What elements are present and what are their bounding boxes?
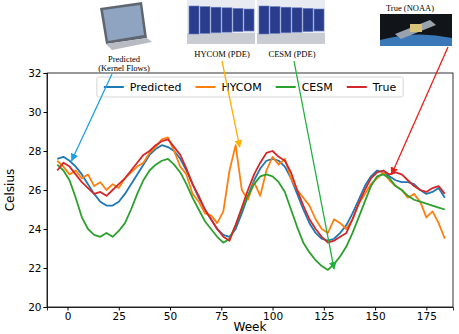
x-tick: 175 xyxy=(417,307,437,322)
rack xyxy=(211,7,221,33)
floor xyxy=(257,33,325,44)
y-tick-label: 22 xyxy=(28,262,41,274)
annotation-arrow xyxy=(294,61,334,269)
rack xyxy=(233,8,243,31)
hycom-icon xyxy=(187,0,255,44)
y-tick-mark xyxy=(44,190,48,191)
y-axis-line xyxy=(44,74,48,308)
laptop-base xyxy=(106,38,152,50)
icons xyxy=(100,0,452,50)
rack xyxy=(259,6,269,34)
x-tick-label: 0 xyxy=(65,310,72,322)
y-tick-mark xyxy=(44,112,48,113)
annotation-label: CESM (PDE) xyxy=(269,49,316,59)
y-tick-mark xyxy=(44,307,48,308)
y-tick-label: 32 xyxy=(28,67,41,79)
annotation-arrow xyxy=(72,74,112,161)
laptop-lid xyxy=(100,2,147,44)
plot-area xyxy=(57,137,445,270)
legend-swatch xyxy=(347,86,367,88)
room xyxy=(257,0,325,44)
y-tick: 30 xyxy=(28,106,47,118)
y-tick-label: 20 xyxy=(28,301,41,313)
legend-frame xyxy=(97,77,403,97)
rack xyxy=(200,7,210,34)
rack xyxy=(303,8,313,31)
y-tick: 28 xyxy=(28,145,47,157)
legend-item: Predicted xyxy=(104,81,182,94)
annotations: Predicted(Kernel Flows) HYCOM (PDE) CESM (… xyxy=(72,3,448,269)
rack xyxy=(244,9,254,31)
legend-label: CESM xyxy=(302,81,333,94)
laptop-screen xyxy=(103,5,144,41)
rack xyxy=(281,7,291,33)
satellite-body xyxy=(410,24,422,32)
x-tick: 125 xyxy=(314,307,334,322)
series-line xyxy=(57,159,445,270)
floor xyxy=(187,33,255,44)
x-tick-label: 50 xyxy=(164,310,177,322)
annotation-label: True (NOAA) xyxy=(386,3,434,13)
annotation-arrow xyxy=(222,61,240,147)
y-tick-label: 24 xyxy=(28,223,42,235)
legend: PredictedHYCOMCESMTrue xyxy=(97,77,403,97)
rack xyxy=(222,8,232,32)
y-tick: 22 xyxy=(28,262,47,274)
legend-label: True xyxy=(372,81,397,94)
y-axis-title: Celsius xyxy=(3,169,17,212)
y-axis: 20 22 24 26 28 30 32 xyxy=(28,67,47,313)
room xyxy=(187,0,255,44)
space xyxy=(380,14,452,46)
legend-item: CESM xyxy=(276,81,333,94)
satellite-panel xyxy=(395,20,436,39)
rack xyxy=(292,8,302,32)
x-tick: 75 xyxy=(215,307,228,322)
annotation-label: HYCOM (PDE) xyxy=(194,49,250,59)
y-tick: 26 xyxy=(28,184,47,196)
earth xyxy=(380,34,452,46)
y-tick-mark xyxy=(44,268,48,269)
chart: 025507510012515017520222426283032WeekCel… xyxy=(0,0,459,334)
x-axis-line xyxy=(48,308,454,311)
cesm-icon xyxy=(257,0,325,44)
x-tick: 50 xyxy=(164,307,177,322)
legend-swatch xyxy=(276,86,296,88)
x-axis-title: Week xyxy=(234,320,267,334)
series-line xyxy=(57,139,445,242)
rack xyxy=(189,6,199,34)
rack xyxy=(314,9,324,31)
rack xyxy=(270,7,280,34)
satellite-icon xyxy=(380,14,452,46)
y-tick: 20 xyxy=(28,301,47,313)
y-tick-label: 28 xyxy=(28,145,41,157)
x-tick-label: 125 xyxy=(314,310,334,322)
y-tick-label: 26 xyxy=(28,184,42,196)
legend-label: Predicted xyxy=(130,81,182,94)
y-tick-mark xyxy=(44,151,48,152)
y-tick-mark xyxy=(44,73,48,74)
x-tick-label: 150 xyxy=(366,310,386,322)
annotation-label: Predicted(Kernel Flows) xyxy=(98,54,150,73)
x-tick: 0 xyxy=(65,307,72,322)
x-tick: 150 xyxy=(366,307,386,322)
x-tick-label: 75 xyxy=(215,310,228,322)
legend-item: True xyxy=(347,81,397,94)
plot-frame xyxy=(47,73,453,307)
legend-swatch xyxy=(195,86,215,88)
x-tick-label: 175 xyxy=(417,310,437,322)
x-tick: 25 xyxy=(113,307,126,322)
annotation-arrow xyxy=(391,47,448,174)
y-tick: 24 xyxy=(28,223,47,235)
y-tick-mark xyxy=(44,229,48,230)
y-tick: 32 xyxy=(28,67,47,79)
y-tick-label: 30 xyxy=(28,106,41,118)
x-tick-label: 25 xyxy=(113,310,126,322)
laptop-icon xyxy=(100,2,152,50)
